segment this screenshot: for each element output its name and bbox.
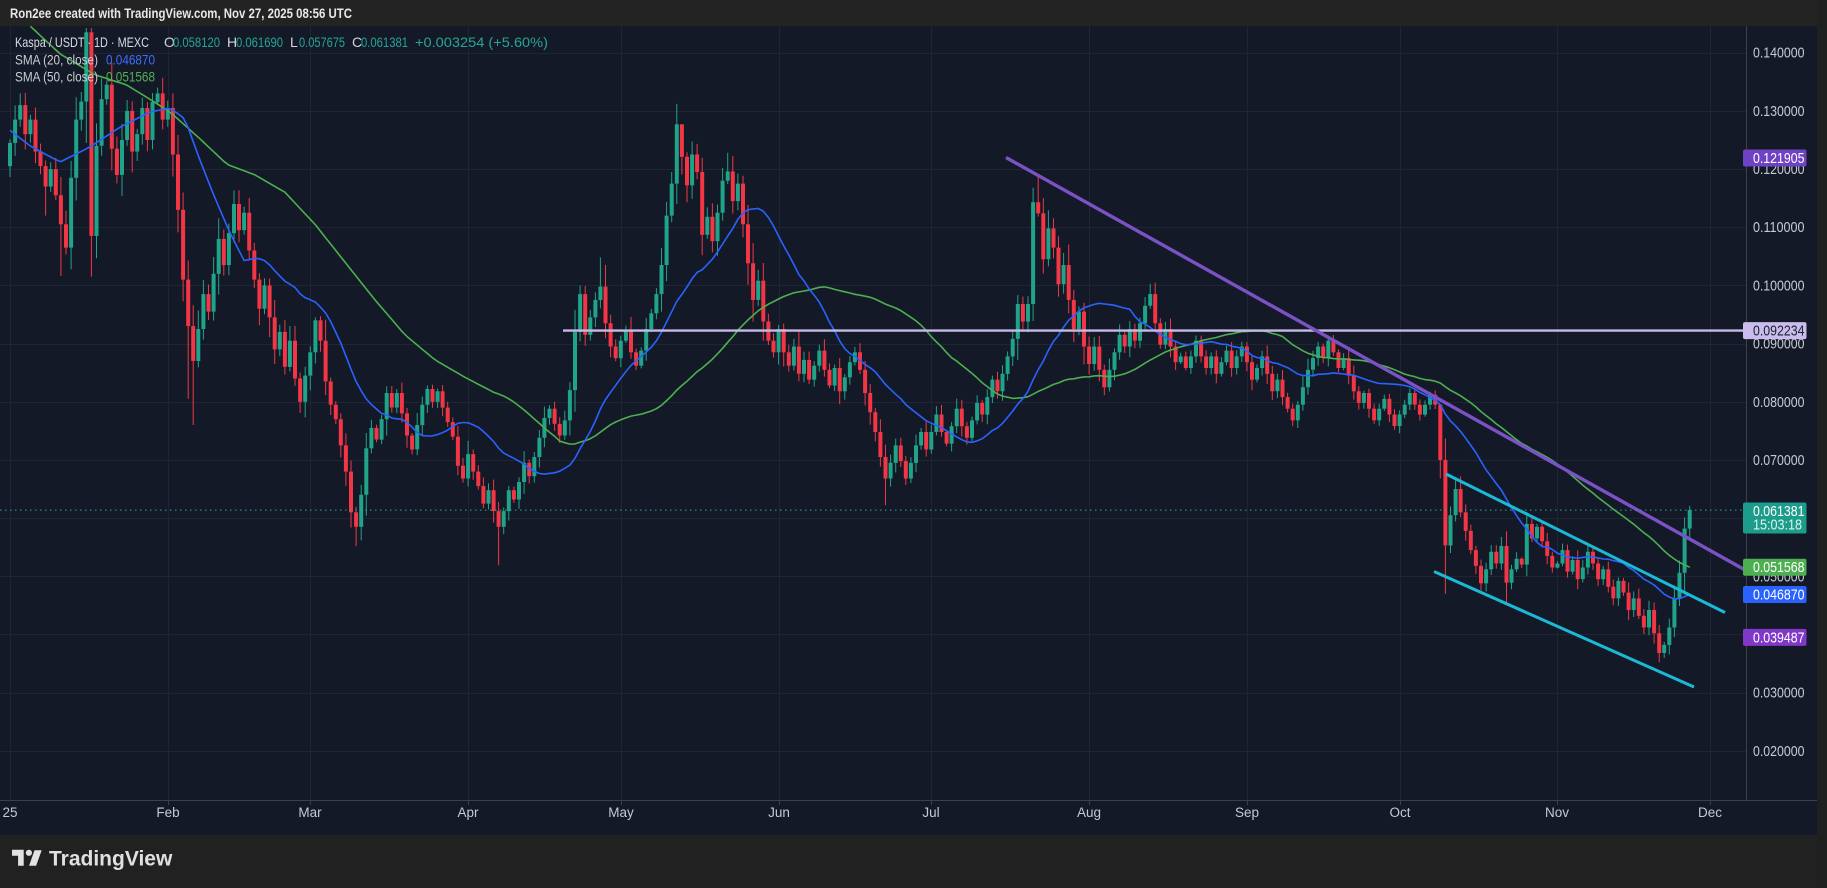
svg-text:Jun: Jun xyxy=(768,805,790,820)
svg-text:Sep: Sep xyxy=(1235,805,1259,820)
svg-text:H: H xyxy=(227,34,237,50)
svg-text:0.090000: 0.090000 xyxy=(1753,336,1805,353)
svg-text:0.039487: 0.039487 xyxy=(1753,629,1805,646)
svg-text:O: O xyxy=(164,34,175,50)
svg-text:0.140000: 0.140000 xyxy=(1753,45,1805,62)
svg-text:+0.003254 (+5.60%): +0.003254 (+5.60%) xyxy=(415,34,548,50)
svg-text:Nov: Nov xyxy=(1545,805,1569,820)
svg-text:Oct: Oct xyxy=(1389,805,1410,820)
svg-text:0.070000: 0.070000 xyxy=(1753,452,1805,469)
svg-text:SMA (20, close): SMA (20, close) xyxy=(15,52,98,68)
svg-text:May: May xyxy=(608,805,634,820)
svg-text:Kaspa / USDT · 1D · MEXC: Kaspa / USDT · 1D · MEXC xyxy=(15,34,149,50)
svg-text:0.051568: 0.051568 xyxy=(106,69,155,85)
svg-text:0.046870: 0.046870 xyxy=(106,52,155,68)
svg-text:0.061690: 0.061690 xyxy=(236,34,283,50)
svg-text:0.020000: 0.020000 xyxy=(1753,743,1805,760)
svg-text:0.030000: 0.030000 xyxy=(1753,685,1805,702)
svg-text:Jul: Jul xyxy=(922,805,939,820)
svg-text:0.110000: 0.110000 xyxy=(1753,219,1805,236)
svg-text:0.061381: 0.061381 xyxy=(361,34,408,50)
svg-text:C: C xyxy=(352,34,362,50)
svg-text:0.046870: 0.046870 xyxy=(1753,587,1805,604)
svg-text:0.080000: 0.080000 xyxy=(1753,394,1805,411)
svg-text:15:03:18: 15:03:18 xyxy=(1753,516,1802,533)
svg-text:Mar: Mar xyxy=(298,805,322,820)
svg-text:0.058120: 0.058120 xyxy=(173,34,220,50)
svg-text:L: L xyxy=(290,34,298,50)
svg-text:0.092234: 0.092234 xyxy=(1753,323,1805,340)
svg-text:Aug: Aug xyxy=(1077,805,1101,820)
svg-text:0.057675: 0.057675 xyxy=(299,34,345,50)
svg-text:0.061381: 0.061381 xyxy=(1753,503,1805,520)
svg-text:0.121905: 0.121905 xyxy=(1753,150,1805,167)
svg-text:Dec: Dec xyxy=(1698,805,1722,820)
svg-text:0.130000: 0.130000 xyxy=(1753,103,1805,120)
svg-text:Ron2ee created with TradingVie: Ron2ee created with TradingView.com, Nov… xyxy=(10,6,352,21)
svg-text:0.100000: 0.100000 xyxy=(1753,277,1805,294)
svg-text:Apr: Apr xyxy=(457,805,479,820)
svg-text:Feb: Feb xyxy=(156,805,179,820)
svg-text:SMA (50, close): SMA (50, close) xyxy=(15,69,98,85)
svg-text:TradingView: TradingView xyxy=(49,848,173,871)
svg-text:25: 25 xyxy=(2,805,17,820)
svg-text:0.051568: 0.051568 xyxy=(1753,559,1805,576)
